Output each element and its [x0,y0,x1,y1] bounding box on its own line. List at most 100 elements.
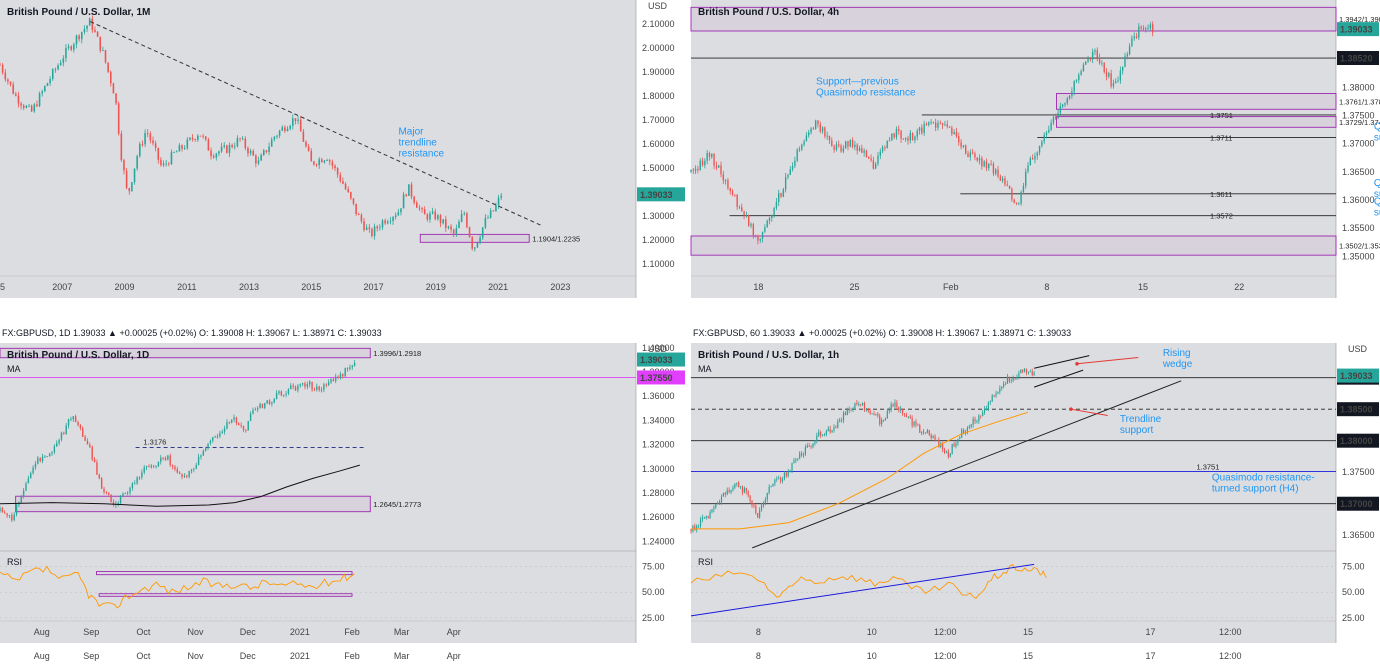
candle-body [881,419,883,425]
candle-body [1008,376,1010,382]
candle-body [384,220,386,224]
candle-body [126,492,129,494]
candle-body [1020,369,1022,374]
candle-body [484,218,487,228]
candle-body [497,197,500,206]
candle-body [754,235,757,237]
candle-body [894,402,896,407]
candle-body [212,437,214,441]
panel-background [0,0,636,298]
candle-body [771,215,773,219]
candle-body [743,488,745,493]
candle-body [218,151,220,154]
candle-body [447,226,450,229]
candle-body [204,448,207,451]
candle-body [724,492,726,495]
candle-body [75,35,78,45]
candle-body [474,247,476,249]
candle-body [122,493,124,496]
candle-body [821,127,824,132]
candle-body [309,381,311,385]
x-tick-label: 12:00 [934,651,957,661]
candle-body [886,140,888,149]
candle-body [770,486,772,488]
zone-label: 1.3761/1.3789 [1339,97,1380,106]
y-tick-label: 1.40000 [642,343,675,353]
candle-body [808,445,810,447]
candle-body [969,152,972,158]
candle-body [33,104,36,112]
candle-body [99,36,102,51]
candle-body [1087,58,1089,62]
candle-body [888,140,891,142]
level-label: 1.3572 [1210,212,1233,221]
candle-body [6,513,8,516]
candle-body [795,459,797,461]
candle-body [794,160,796,166]
candle-body [993,395,995,397]
candle-body [759,510,761,518]
candle-body [125,170,128,189]
candle-body [204,136,207,140]
level-badge-text: 1.38520 [1340,54,1373,64]
candle-body [768,486,770,493]
candle-body [373,226,376,237]
y-tick-label: 1.24000 [642,536,675,546]
candle-body [197,456,200,466]
candle-body [86,440,89,445]
x-tick-label: Dec [240,627,257,637]
candle-body [1031,158,1034,160]
y-tick-label: 1.36000 [1342,195,1375,205]
candle-body [39,457,41,462]
x-tick-label: 2021 [290,627,310,637]
info-bars: FX:GBPUSD, 1D 1.39033 ▲ +0.00025 (+0.02%… [0,322,1380,665]
candle-body [960,142,962,147]
candle-body [1105,71,1108,77]
candle-body [51,452,53,454]
candle-body [873,413,875,415]
y-tick-label: 1.36000 [642,391,675,401]
candle-body [781,478,784,482]
candle-body [157,147,160,160]
candle-body [842,412,845,421]
candle-body [924,432,927,434]
candle-body [255,155,257,164]
candle-body [268,400,271,404]
candle-body [893,133,895,138]
candle-body [9,81,12,85]
candle-body [421,208,423,210]
candle-body [162,163,165,166]
candle-body [22,105,25,108]
x-tick-label: 2007 [52,282,72,292]
candle-body [326,160,328,161]
candle-body [310,151,313,162]
candle-body [810,128,812,133]
panel-p4: 1.390001.385001.380001.375001.370001.365… [690,343,1380,643]
candle-body [1048,129,1050,133]
candle-body [25,483,27,491]
candle-body [877,413,879,416]
candle-body [879,151,881,156]
candle-body [276,135,278,137]
candle-body [256,408,259,410]
candle-body [368,227,371,229]
candle-body [805,135,808,142]
candle-body [186,139,189,149]
candle-body [1066,98,1068,104]
candle-body [266,400,268,404]
candle-body [257,160,260,164]
candle-body [839,420,841,422]
candle-body [38,93,41,107]
candle-body [292,385,294,387]
candle-body [146,133,149,134]
candle-body [285,393,287,395]
candle-body [971,152,974,154]
candle-body [1034,155,1036,160]
candle-body [801,144,803,150]
candle-body [875,413,877,415]
trendline [90,21,542,227]
level-badge [1337,51,1379,66]
candle-body [223,145,226,147]
candle-body [892,404,894,407]
candle-body [922,431,925,433]
